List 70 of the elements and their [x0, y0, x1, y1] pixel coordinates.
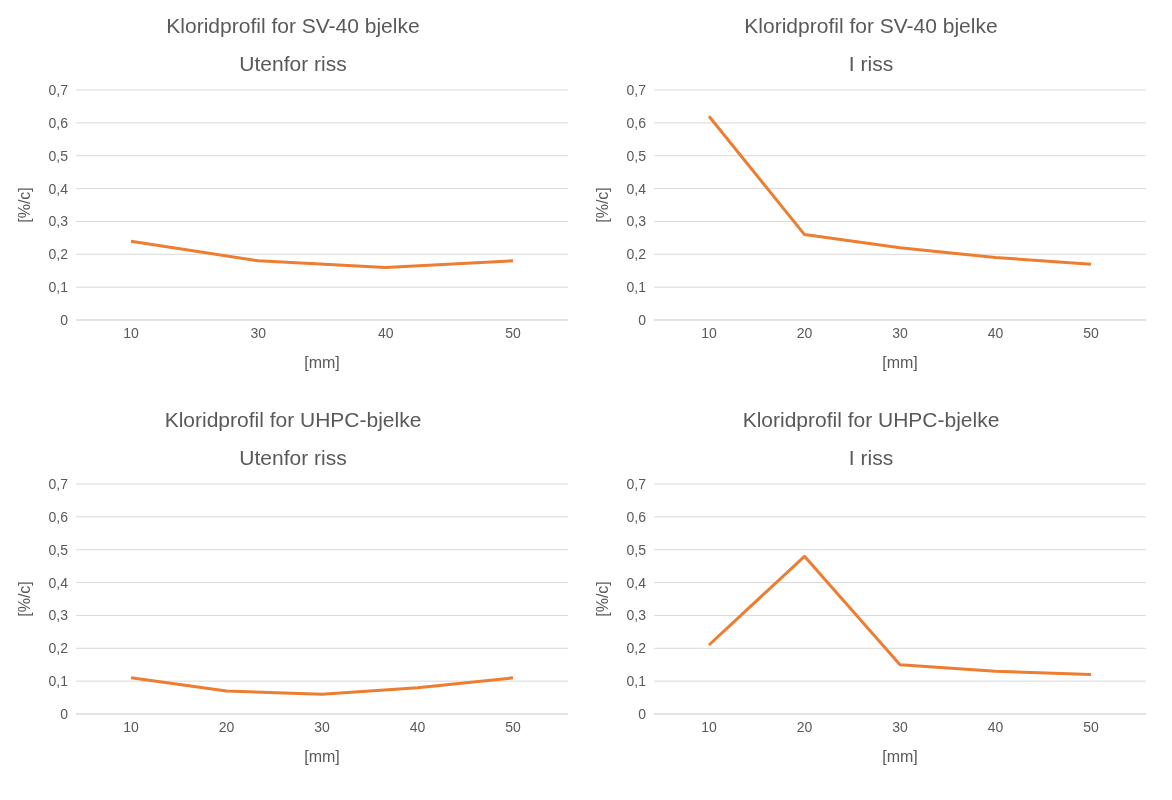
y-tick-label: 0,3: [626, 213, 647, 230]
y-axis-title: [%/c]: [15, 187, 33, 223]
x-tick-label: 10: [701, 324, 717, 341]
x-tick-label: 10: [701, 718, 717, 735]
chart-title: Kloridprofil for SV-40 bjelke: [165, 13, 421, 38]
x-tick-label: 20: [796, 324, 813, 341]
y-tick-label: 0: [60, 706, 69, 722]
x-tick-label: 10: [123, 718, 139, 735]
y-tick-label: 0,2: [48, 246, 69, 263]
x-tick-label: 20: [218, 718, 235, 735]
y-tick-label: 0,3: [626, 607, 647, 624]
y-tick-label: 0,5: [48, 147, 69, 164]
y-tick-label: 0,4: [48, 180, 69, 197]
chart-title: Kloridprofil for SV-40 bjelke: [743, 13, 999, 38]
y-tick-label: 0,5: [626, 541, 647, 558]
y-tick-label: 0,6: [626, 508, 647, 525]
y-tick-label: 0,5: [626, 147, 647, 164]
line-series: [707, 114, 1093, 266]
y-tick-label: 0,3: [48, 607, 69, 624]
y-tick-label: 0: [60, 312, 69, 328]
y-tick-label: 0,2: [626, 640, 647, 657]
x-tick-label: 50: [1083, 718, 1099, 735]
y-tick-label: 0,2: [626, 246, 647, 263]
x-tick-label: 50: [505, 718, 521, 735]
x-tick-label: 30: [250, 324, 267, 341]
x-tick-label: 40: [987, 718, 1004, 735]
y-tick-label: 0,6: [48, 508, 69, 525]
x-axis-title: [mm]: [304, 748, 340, 765]
y-tick-label: 0,2: [48, 640, 69, 657]
chart-subtitle: I riss: [847, 445, 895, 470]
y-tick-label: 0,6: [48, 114, 69, 131]
chart-title: Kloridprofil for UHPC-bjelke: [741, 407, 1001, 432]
y-tick-label: 0: [638, 706, 647, 722]
x-tick-label: 50: [1083, 324, 1099, 341]
x-tick-label: 20: [796, 718, 813, 735]
y-tick-label: 0,7: [48, 476, 69, 492]
line-series: [707, 554, 1093, 677]
chart-subtitle: Utenfor riss: [238, 51, 348, 76]
chart-subtitle: I riss: [847, 51, 895, 76]
y-axis-title: [%/c]: [593, 581, 611, 617]
chart-subtitle: Utenfor riss: [238, 445, 348, 470]
chart-title: Kloridprofil for UHPC-bjelke: [163, 407, 423, 432]
y-tick-label: 0,4: [48, 574, 69, 591]
x-tick-label: 10: [123, 324, 139, 341]
y-tick-label: 0,7: [626, 82, 647, 98]
y-axis-title: [%/c]: [15, 581, 33, 617]
x-axis-title: [mm]: [882, 748, 918, 765]
y-tick-label: 0,1: [48, 673, 69, 690]
x-axis-title: [mm]: [882, 354, 918, 371]
x-tick-label: 30: [892, 324, 908, 341]
y-tick-label: 0,1: [48, 279, 69, 296]
y-tick-label: 0,4: [626, 574, 647, 591]
x-axis-title: [mm]: [304, 354, 340, 371]
y-tick-label: 0,4: [626, 180, 647, 197]
y-tick-label: 0,5: [48, 541, 69, 558]
x-tick-label: 40: [987, 324, 1004, 341]
y-tick-label: 0: [638, 312, 647, 328]
y-tick-label: 0,7: [626, 476, 647, 492]
y-tick-label: 0,7: [48, 82, 69, 98]
y-tick-label: 0,3: [48, 213, 69, 230]
x-tick-label: 50: [505, 324, 521, 341]
y-tick-label: 0,1: [626, 673, 647, 690]
y-axis-title: [%/c]: [593, 187, 611, 223]
y-tick-label: 0,6: [626, 114, 647, 131]
x-tick-label: 40: [409, 718, 426, 735]
y-tick-label: 0,1: [626, 279, 647, 296]
x-tick-label: 30: [314, 718, 330, 735]
x-tick-label: 40: [377, 324, 394, 341]
line-series: [129, 676, 515, 696]
x-tick-label: 30: [892, 718, 908, 735]
